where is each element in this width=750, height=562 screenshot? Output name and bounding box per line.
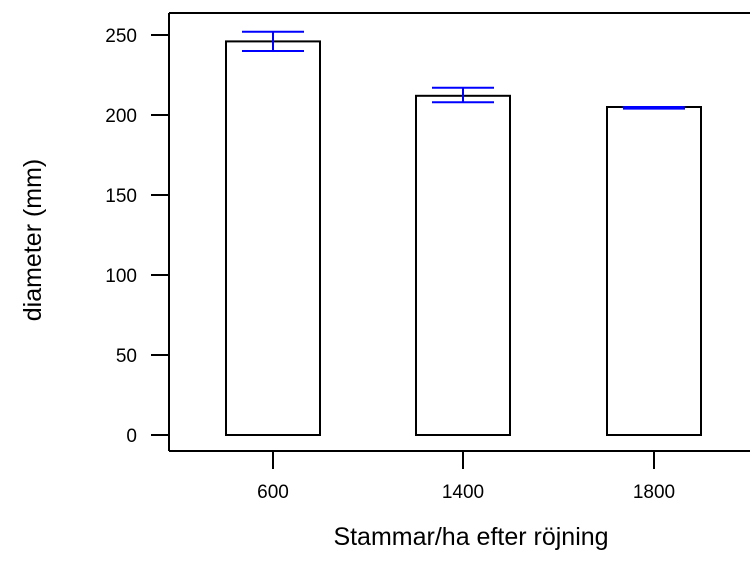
y-tick-label-200: 200 (105, 106, 137, 127)
y-tick-label-150: 150 (105, 186, 137, 207)
x-tick-label-1800: 1800 (633, 482, 675, 503)
x-axis: 600 1400 1800 (257, 451, 675, 503)
y-tick-label-100: 100 (105, 266, 137, 287)
bar-600 (225, 40, 321, 437)
y-axis-title: diameter (mm) (19, 159, 47, 322)
y-axis: 0 50 100 150 200 250 (105, 26, 169, 447)
x-tick-label-600: 600 (257, 482, 289, 503)
x-tick-label-1400: 1400 (442, 482, 484, 503)
error-bars-group (242, 30, 685, 110)
error-bar-1400 (432, 86, 494, 104)
x-axis-title: Stammar/ha efter röjning (333, 523, 608, 551)
error-bar-1800 (623, 106, 685, 110)
y-tick-label-0: 0 (126, 426, 137, 447)
bar-1400 (415, 94, 511, 437)
y-tick-label-250: 250 (105, 26, 137, 47)
y-tick-label-50: 50 (116, 346, 137, 367)
error-bar-600 (242, 30, 304, 52)
bar-1800 (606, 106, 702, 436)
